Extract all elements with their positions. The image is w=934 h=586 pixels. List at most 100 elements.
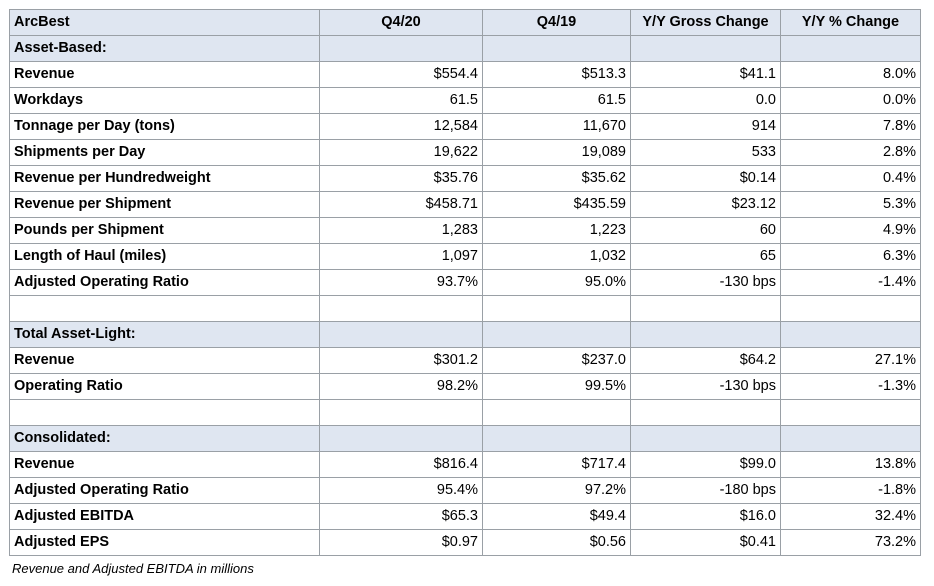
section-row: Consolidated:	[9, 425, 921, 452]
metric-label: Operating Ratio	[9, 373, 320, 400]
cell-q419: 95.0%	[482, 269, 631, 296]
table-row: Revenue per Shipment $458.71 $435.59 $23.12…	[9, 191, 921, 218]
empty-cell	[630, 35, 781, 62]
cell-q419: $0.56	[482, 529, 631, 556]
table-row: Adjusted Operating Ratio 95.4% 97.2% -180 b…	[9, 477, 921, 504]
empty-cell	[319, 399, 483, 426]
metric-label: Adjusted EPS	[9, 529, 320, 556]
cell-q419: $435.59	[482, 191, 631, 218]
table-row: Revenue $816.4 $717.4 $99.0 13.8%	[9, 451, 921, 478]
footnote: Revenue and Adjusted EBITDA in millions	[12, 561, 254, 576]
cell-q420: 61.5	[319, 87, 483, 114]
cell-q420: 93.7%	[319, 269, 483, 296]
cell-gross-change: $23.12	[630, 191, 781, 218]
table-row: Revenue per Hundredweight $35.76 $35.62 $0.…	[9, 165, 921, 192]
cell-percent-change: 7.8%	[780, 113, 921, 140]
cell-gross-change: $0.14	[630, 165, 781, 192]
metric-label: Adjusted EBITDA	[9, 503, 320, 530]
metric-label: Revenue	[9, 451, 320, 478]
metric-label: Adjusted Operating Ratio	[9, 269, 320, 296]
empty-cell	[319, 35, 483, 62]
cell-q420: 1,283	[319, 217, 483, 244]
table-row: Length of Haul (miles) 1,097 1,032 65 6.3%	[9, 243, 921, 270]
section-label: Asset-Based:	[9, 35, 320, 62]
table-row: Workdays 61.5 61.5 0.0 0.0%	[9, 87, 921, 114]
metric-label: Revenue per Shipment	[9, 191, 320, 218]
empty-cell	[630, 321, 781, 348]
cell-q420: 19,622	[319, 139, 483, 166]
empty-cell	[780, 321, 921, 348]
empty-cell	[319, 295, 483, 322]
empty-cell	[482, 399, 631, 426]
table-row: Adjusted EBITDA $65.3 $49.4 $16.0 32.4%	[9, 503, 921, 530]
empty-cell	[780, 295, 921, 322]
cell-q420: $35.76	[319, 165, 483, 192]
section-label: Total Asset-Light:	[9, 321, 320, 348]
cell-q420: $816.4	[319, 451, 483, 478]
header-row: ArcBest Q4/20 Q4/19 Y/Y Gross Change Y/Y…	[9, 9, 921, 36]
table-header: ArcBest Q4/20 Q4/19 Y/Y Gross Change Y/Y…	[9, 9, 921, 36]
cell-q420: 95.4%	[319, 477, 483, 504]
cell-q420: 98.2%	[319, 373, 483, 400]
header-q419: Q4/19	[482, 9, 631, 36]
cell-percent-change: 4.9%	[780, 217, 921, 244]
cell-gross-change: $41.1	[630, 61, 781, 88]
cell-gross-change: -130 bps	[630, 373, 781, 400]
empty-cell	[630, 295, 781, 322]
table-row: Adjusted Operating Ratio 93.7% 95.0% -130 b…	[9, 269, 921, 296]
cell-q420: $65.3	[319, 503, 483, 530]
table-body: Asset-Based: Revenue $554.4 $513.3 $41.1 8.0%…	[9, 35, 921, 556]
metric-label: Revenue per Hundredweight	[9, 165, 320, 192]
cell-gross-change: $16.0	[630, 503, 781, 530]
cell-percent-change: 0.4%	[780, 165, 921, 192]
metric-label: Workdays	[9, 87, 320, 114]
cell-q419: 99.5%	[482, 373, 631, 400]
section-row: Asset-Based:	[9, 35, 921, 62]
empty-cell	[780, 425, 921, 452]
metric-label: Shipments per Day	[9, 139, 320, 166]
cell-q419: $237.0	[482, 347, 631, 374]
cell-gross-change: -180 bps	[630, 477, 781, 504]
empty-cell	[319, 425, 483, 452]
cell-percent-change: 5.3%	[780, 191, 921, 218]
cell-gross-change: 65	[630, 243, 781, 270]
section-row: Total Asset-Light:	[9, 321, 921, 348]
metric-label: Revenue	[9, 347, 320, 374]
table-row: Revenue $301.2 $237.0 $64.2 27.1%	[9, 347, 921, 374]
cell-percent-change: 13.8%	[780, 451, 921, 478]
empty-cell	[9, 295, 320, 322]
cell-gross-change: 914	[630, 113, 781, 140]
table-row: Adjusted EPS $0.97 $0.56 $0.41 73.2%	[9, 529, 921, 556]
cell-q419: 97.2%	[482, 477, 631, 504]
cell-q420: 1,097	[319, 243, 483, 270]
cell-q419: $513.3	[482, 61, 631, 88]
cell-percent-change: -1.8%	[780, 477, 921, 504]
empty-cell	[780, 399, 921, 426]
cell-q419: $35.62	[482, 165, 631, 192]
cell-percent-change: 2.8%	[780, 139, 921, 166]
cell-percent-change: 27.1%	[780, 347, 921, 374]
cell-q419: 61.5	[482, 87, 631, 114]
cell-gross-change: $64.2	[630, 347, 781, 374]
cell-percent-change: -1.3%	[780, 373, 921, 400]
metric-label: Length of Haul (miles)	[9, 243, 320, 270]
cell-q419: $717.4	[482, 451, 631, 478]
section-label: Consolidated:	[9, 425, 320, 452]
cell-q420: $301.2	[319, 347, 483, 374]
cell-percent-change: 0.0%	[780, 87, 921, 114]
header-gross-change: Y/Y Gross Change	[630, 9, 781, 36]
cell-percent-change: 73.2%	[780, 529, 921, 556]
table-row: Operating Ratio 98.2% 99.5% -130 bps -1.3%	[9, 373, 921, 400]
header-q420: Q4/20	[319, 9, 483, 36]
cell-gross-change: 0.0	[630, 87, 781, 114]
empty-cell	[482, 35, 631, 62]
cell-q420: $458.71	[319, 191, 483, 218]
cell-q419: 1,223	[482, 217, 631, 244]
cell-gross-change: -130 bps	[630, 269, 781, 296]
cell-q420: $0.97	[319, 529, 483, 556]
header-company: ArcBest	[9, 9, 320, 36]
cell-gross-change: $0.41	[630, 529, 781, 556]
empty-cell	[482, 425, 631, 452]
financial-results-table: ArcBest Q4/20 Q4/19 Y/Y Gross Change Y/Y…	[9, 9, 921, 556]
empty-cell	[319, 321, 483, 348]
